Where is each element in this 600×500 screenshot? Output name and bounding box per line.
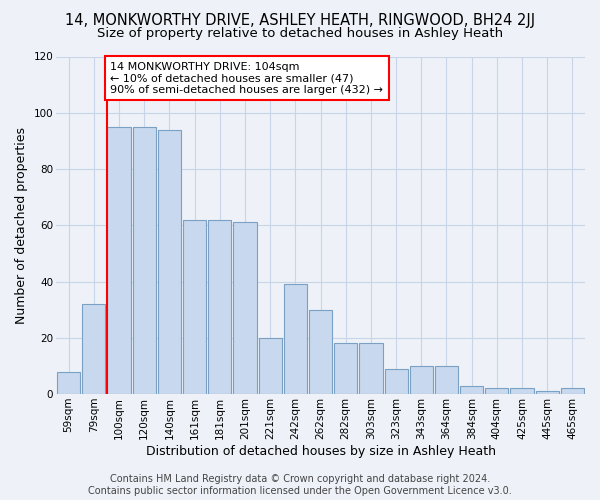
- Text: 14 MONKWORTHY DRIVE: 104sqm
← 10% of detached houses are smaller (47)
90% of sem: 14 MONKWORTHY DRIVE: 104sqm ← 10% of det…: [110, 62, 383, 95]
- Text: 14, MONKWORTHY DRIVE, ASHLEY HEATH, RINGWOOD, BH24 2JJ: 14, MONKWORTHY DRIVE, ASHLEY HEATH, RING…: [65, 12, 535, 28]
- Bar: [233, 222, 257, 394]
- Bar: [309, 310, 332, 394]
- Y-axis label: Number of detached properties: Number of detached properties: [15, 127, 28, 324]
- Bar: [284, 284, 307, 394]
- Bar: [259, 338, 282, 394]
- Bar: [460, 386, 483, 394]
- Bar: [82, 304, 106, 394]
- Bar: [133, 127, 156, 394]
- Bar: [485, 388, 508, 394]
- Bar: [359, 344, 383, 394]
- Bar: [511, 388, 533, 394]
- Bar: [410, 366, 433, 394]
- Bar: [57, 372, 80, 394]
- Bar: [561, 388, 584, 394]
- Bar: [334, 344, 358, 394]
- Bar: [107, 127, 131, 394]
- X-axis label: Distribution of detached houses by size in Ashley Heath: Distribution of detached houses by size …: [146, 444, 496, 458]
- Text: Size of property relative to detached houses in Ashley Heath: Size of property relative to detached ho…: [97, 28, 503, 40]
- Bar: [208, 220, 232, 394]
- Bar: [385, 368, 407, 394]
- Bar: [536, 391, 559, 394]
- Bar: [158, 130, 181, 394]
- Bar: [435, 366, 458, 394]
- Bar: [183, 220, 206, 394]
- Text: Contains HM Land Registry data © Crown copyright and database right 2024.
Contai: Contains HM Land Registry data © Crown c…: [88, 474, 512, 496]
